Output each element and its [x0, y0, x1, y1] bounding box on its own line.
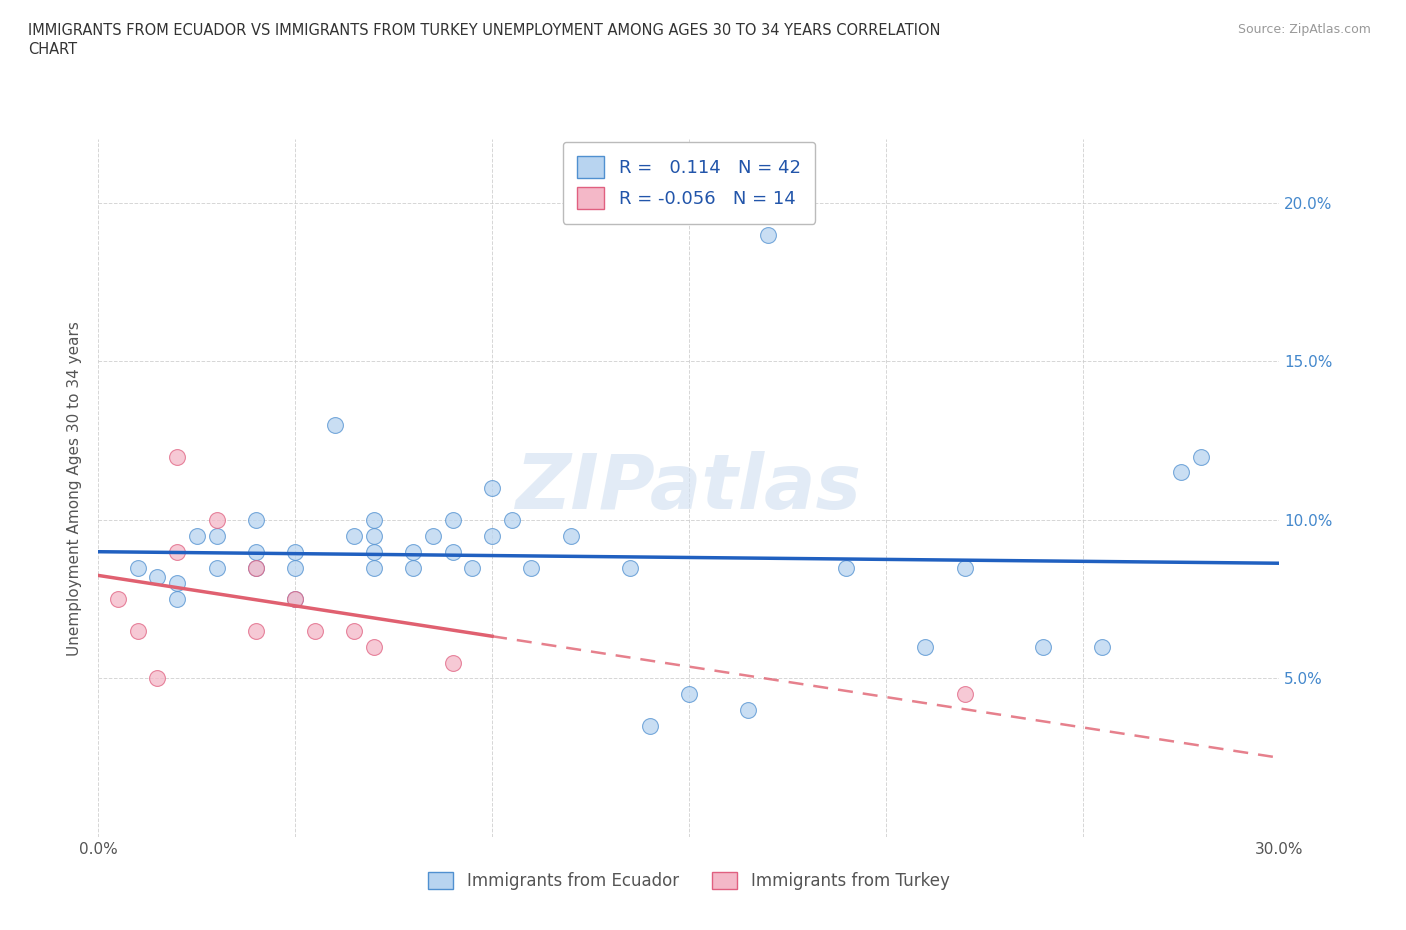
Point — [619, 560, 641, 575]
Point — [107, 591, 129, 606]
Point — [678, 687, 700, 702]
Point — [245, 512, 267, 527]
Point — [1091, 639, 1114, 654]
Point — [284, 591, 307, 606]
Point — [441, 512, 464, 527]
Point — [441, 544, 464, 559]
Point — [1170, 465, 1192, 480]
Point — [1032, 639, 1054, 654]
Point — [245, 560, 267, 575]
Point — [245, 544, 267, 559]
Point — [205, 512, 228, 527]
Point — [166, 591, 188, 606]
Point — [363, 528, 385, 543]
Point — [363, 512, 385, 527]
Point — [914, 639, 936, 654]
Point — [304, 623, 326, 638]
Point — [402, 544, 425, 559]
Point — [461, 560, 484, 575]
Point — [343, 623, 366, 638]
Point — [127, 623, 149, 638]
Legend: Immigrants from Ecuador, Immigrants from Turkey: Immigrants from Ecuador, Immigrants from… — [420, 864, 957, 898]
Point — [481, 481, 503, 496]
Point — [343, 528, 366, 543]
Point — [146, 569, 169, 584]
Point — [284, 560, 307, 575]
Y-axis label: Unemployment Among Ages 30 to 34 years: Unemployment Among Ages 30 to 34 years — [67, 321, 83, 656]
Point — [638, 719, 661, 734]
Point — [422, 528, 444, 543]
Point — [245, 560, 267, 575]
Point — [520, 560, 543, 575]
Point — [146, 671, 169, 686]
Text: CHART: CHART — [28, 42, 77, 57]
Text: Source: ZipAtlas.com: Source: ZipAtlas.com — [1237, 23, 1371, 36]
Point — [481, 528, 503, 543]
Point — [737, 703, 759, 718]
Point — [560, 528, 582, 543]
Point — [756, 227, 779, 242]
Point — [166, 449, 188, 464]
Point — [284, 544, 307, 559]
Point — [501, 512, 523, 527]
Point — [166, 576, 188, 591]
Point — [363, 639, 385, 654]
Point — [245, 623, 267, 638]
Point — [205, 560, 228, 575]
Point — [363, 544, 385, 559]
Point — [402, 560, 425, 575]
Point — [186, 528, 208, 543]
Point — [953, 687, 976, 702]
Point — [441, 655, 464, 670]
Point — [363, 560, 385, 575]
Point — [205, 528, 228, 543]
Point — [284, 591, 307, 606]
Point — [127, 560, 149, 575]
Point — [166, 544, 188, 559]
Point — [835, 560, 858, 575]
Point — [953, 560, 976, 575]
Text: ZIPatlas: ZIPatlas — [516, 451, 862, 525]
Point — [323, 418, 346, 432]
Text: IMMIGRANTS FROM ECUADOR VS IMMIGRANTS FROM TURKEY UNEMPLOYMENT AMONG AGES 30 TO : IMMIGRANTS FROM ECUADOR VS IMMIGRANTS FR… — [28, 23, 941, 38]
Point — [1189, 449, 1212, 464]
